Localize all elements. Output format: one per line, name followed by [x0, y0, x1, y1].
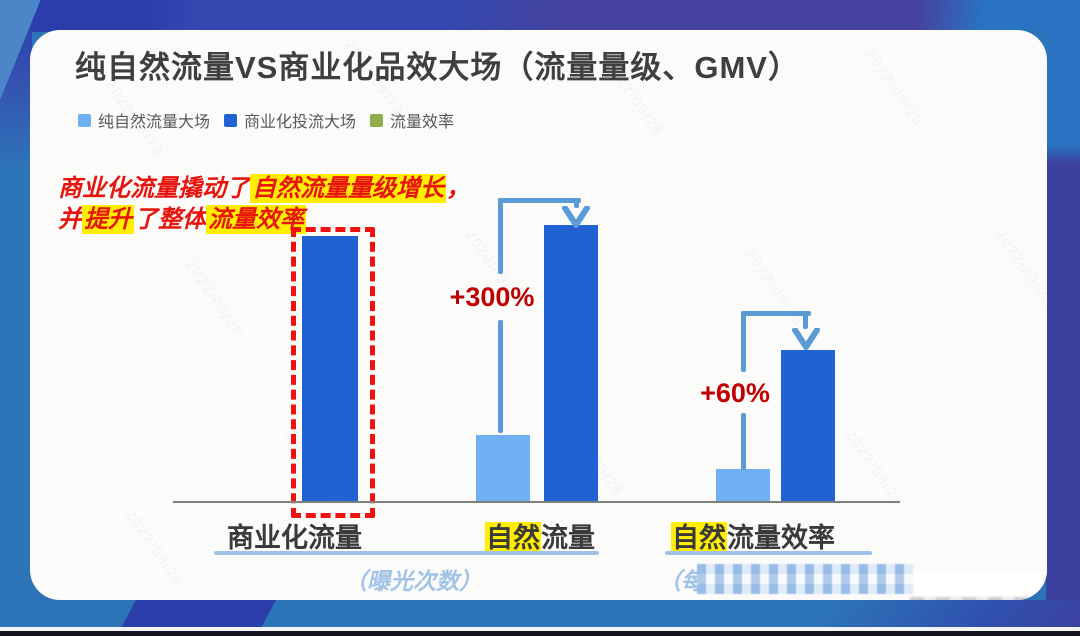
bottom-white-line	[0, 627, 1080, 631]
content-card: 2022/09/28 2022/09/28 2022/09/28 2022/09/28…	[30, 30, 1047, 600]
censored-mosaic-block	[697, 564, 913, 594]
category-text: 流量	[541, 523, 595, 553]
category-highlighted-text: 自然	[671, 522, 727, 554]
slide-title: 纯自然流量VS商业化品效大场（流量量级、GMV）	[75, 50, 800, 85]
annotation-line-2: 并提升了整体流量效率	[58, 204, 470, 235]
legend-swatch-dark-blue	[224, 113, 238, 127]
category-text: 流量效率	[727, 523, 835, 553]
growth-delta-label: +300%	[449, 282, 535, 312]
growth-bracket-arrow-stem	[574, 200, 579, 208]
bar-natural-traffic-before	[476, 435, 530, 501]
watermark-text: 2022/09/28	[842, 426, 908, 510]
bar-commercial-traffic	[302, 236, 358, 501]
background-top-band	[0, 0, 1080, 32]
bottom-dark-strip	[0, 631, 1080, 636]
category-label-commercial-traffic: 商业化流量	[187, 516, 402, 555]
background-bottom-wedge	[819, 600, 1080, 630]
annotation-text: 了整体	[134, 206, 206, 233]
key-insight-annotation: 商业化流量撬动了自然流量量级增长， 并提升了整体流量效率	[58, 173, 470, 235]
growth-bracket-vertical	[741, 413, 746, 470]
annotation-highlighted-text: 流量效率	[206, 205, 306, 234]
sublabel-exposure-count: （曝光次数）	[344, 568, 482, 594]
legend-item-natural: 纯自然流量大场	[78, 108, 210, 132]
annotation-text: 并	[58, 206, 82, 233]
watermark-text: 2022/09/28	[862, 46, 928, 130]
sublabel-efficiency-unit: （每	[658, 568, 704, 594]
censor-smudge	[910, 597, 1047, 600]
commercial-bar-emphasis-outline	[291, 227, 375, 518]
legend-swatch-light-blue	[78, 113, 91, 127]
bar-natural-traffic-after	[544, 225, 598, 501]
legend-item-efficiency: 流量效率	[370, 108, 454, 132]
censor-white-box	[915, 571, 1047, 600]
legend-label: 商业化投流大场	[244, 114, 357, 131]
category-highlighted-text: 自然	[485, 522, 541, 554]
growth-bracket-horizontal	[498, 198, 581, 203]
annotation-text: ，	[446, 175, 470, 202]
annotation-line-1: 商业化流量撬动了自然流量量级增长，	[58, 173, 470, 204]
watermark-text: 2022/09/28	[742, 246, 808, 330]
bar-traffic-efficiency-before	[716, 469, 770, 501]
category-label-traffic-efficiency: 自然流量效率	[658, 516, 848, 555]
category-label-natural-traffic: 自然流量	[460, 516, 620, 555]
growth-bracket-vertical	[498, 320, 503, 433]
legend-label: 流量效率	[390, 114, 455, 131]
growth-bracket-arrow-stem	[803, 313, 808, 329]
category-text: 商业化流量	[227, 523, 362, 553]
legend-swatch-green	[370, 113, 384, 127]
category-underline	[214, 551, 599, 555]
growth-bracket-vertical	[498, 198, 503, 274]
background-left-band	[0, 0, 32, 604]
growth-bracket-horizontal	[741, 311, 811, 316]
arrow-down-icon	[562, 206, 590, 228]
annotation-highlighted-text: 提升	[82, 205, 134, 234]
background-bottom-wedge	[120, 600, 276, 630]
growth-delta-label: +60%	[700, 378, 770, 408]
category-underline	[665, 551, 872, 555]
growth-bracket-vertical	[741, 311, 746, 372]
watermark-text: 2022/09/28	[122, 506, 188, 590]
bar-traffic-efficiency-after	[781, 350, 835, 501]
arrow-down-icon	[792, 328, 820, 350]
annotation-highlighted-text: 自然流量量级增长	[250, 174, 446, 203]
legend-label: 纯自然流量大场	[98, 114, 211, 131]
watermark-text: 2022/09/28	[182, 256, 248, 340]
x-axis-line	[173, 501, 900, 503]
background-right-band	[1046, 0, 1080, 604]
chart-legend: 纯自然流量大场 商业化投流大场 流量效率	[78, 108, 454, 132]
annotation-text: 商业化流量撬动了	[58, 175, 250, 202]
watermark-text: 2022/09/28	[992, 226, 1047, 310]
legend-item-commercial: 商业化投流大场	[224, 108, 356, 132]
